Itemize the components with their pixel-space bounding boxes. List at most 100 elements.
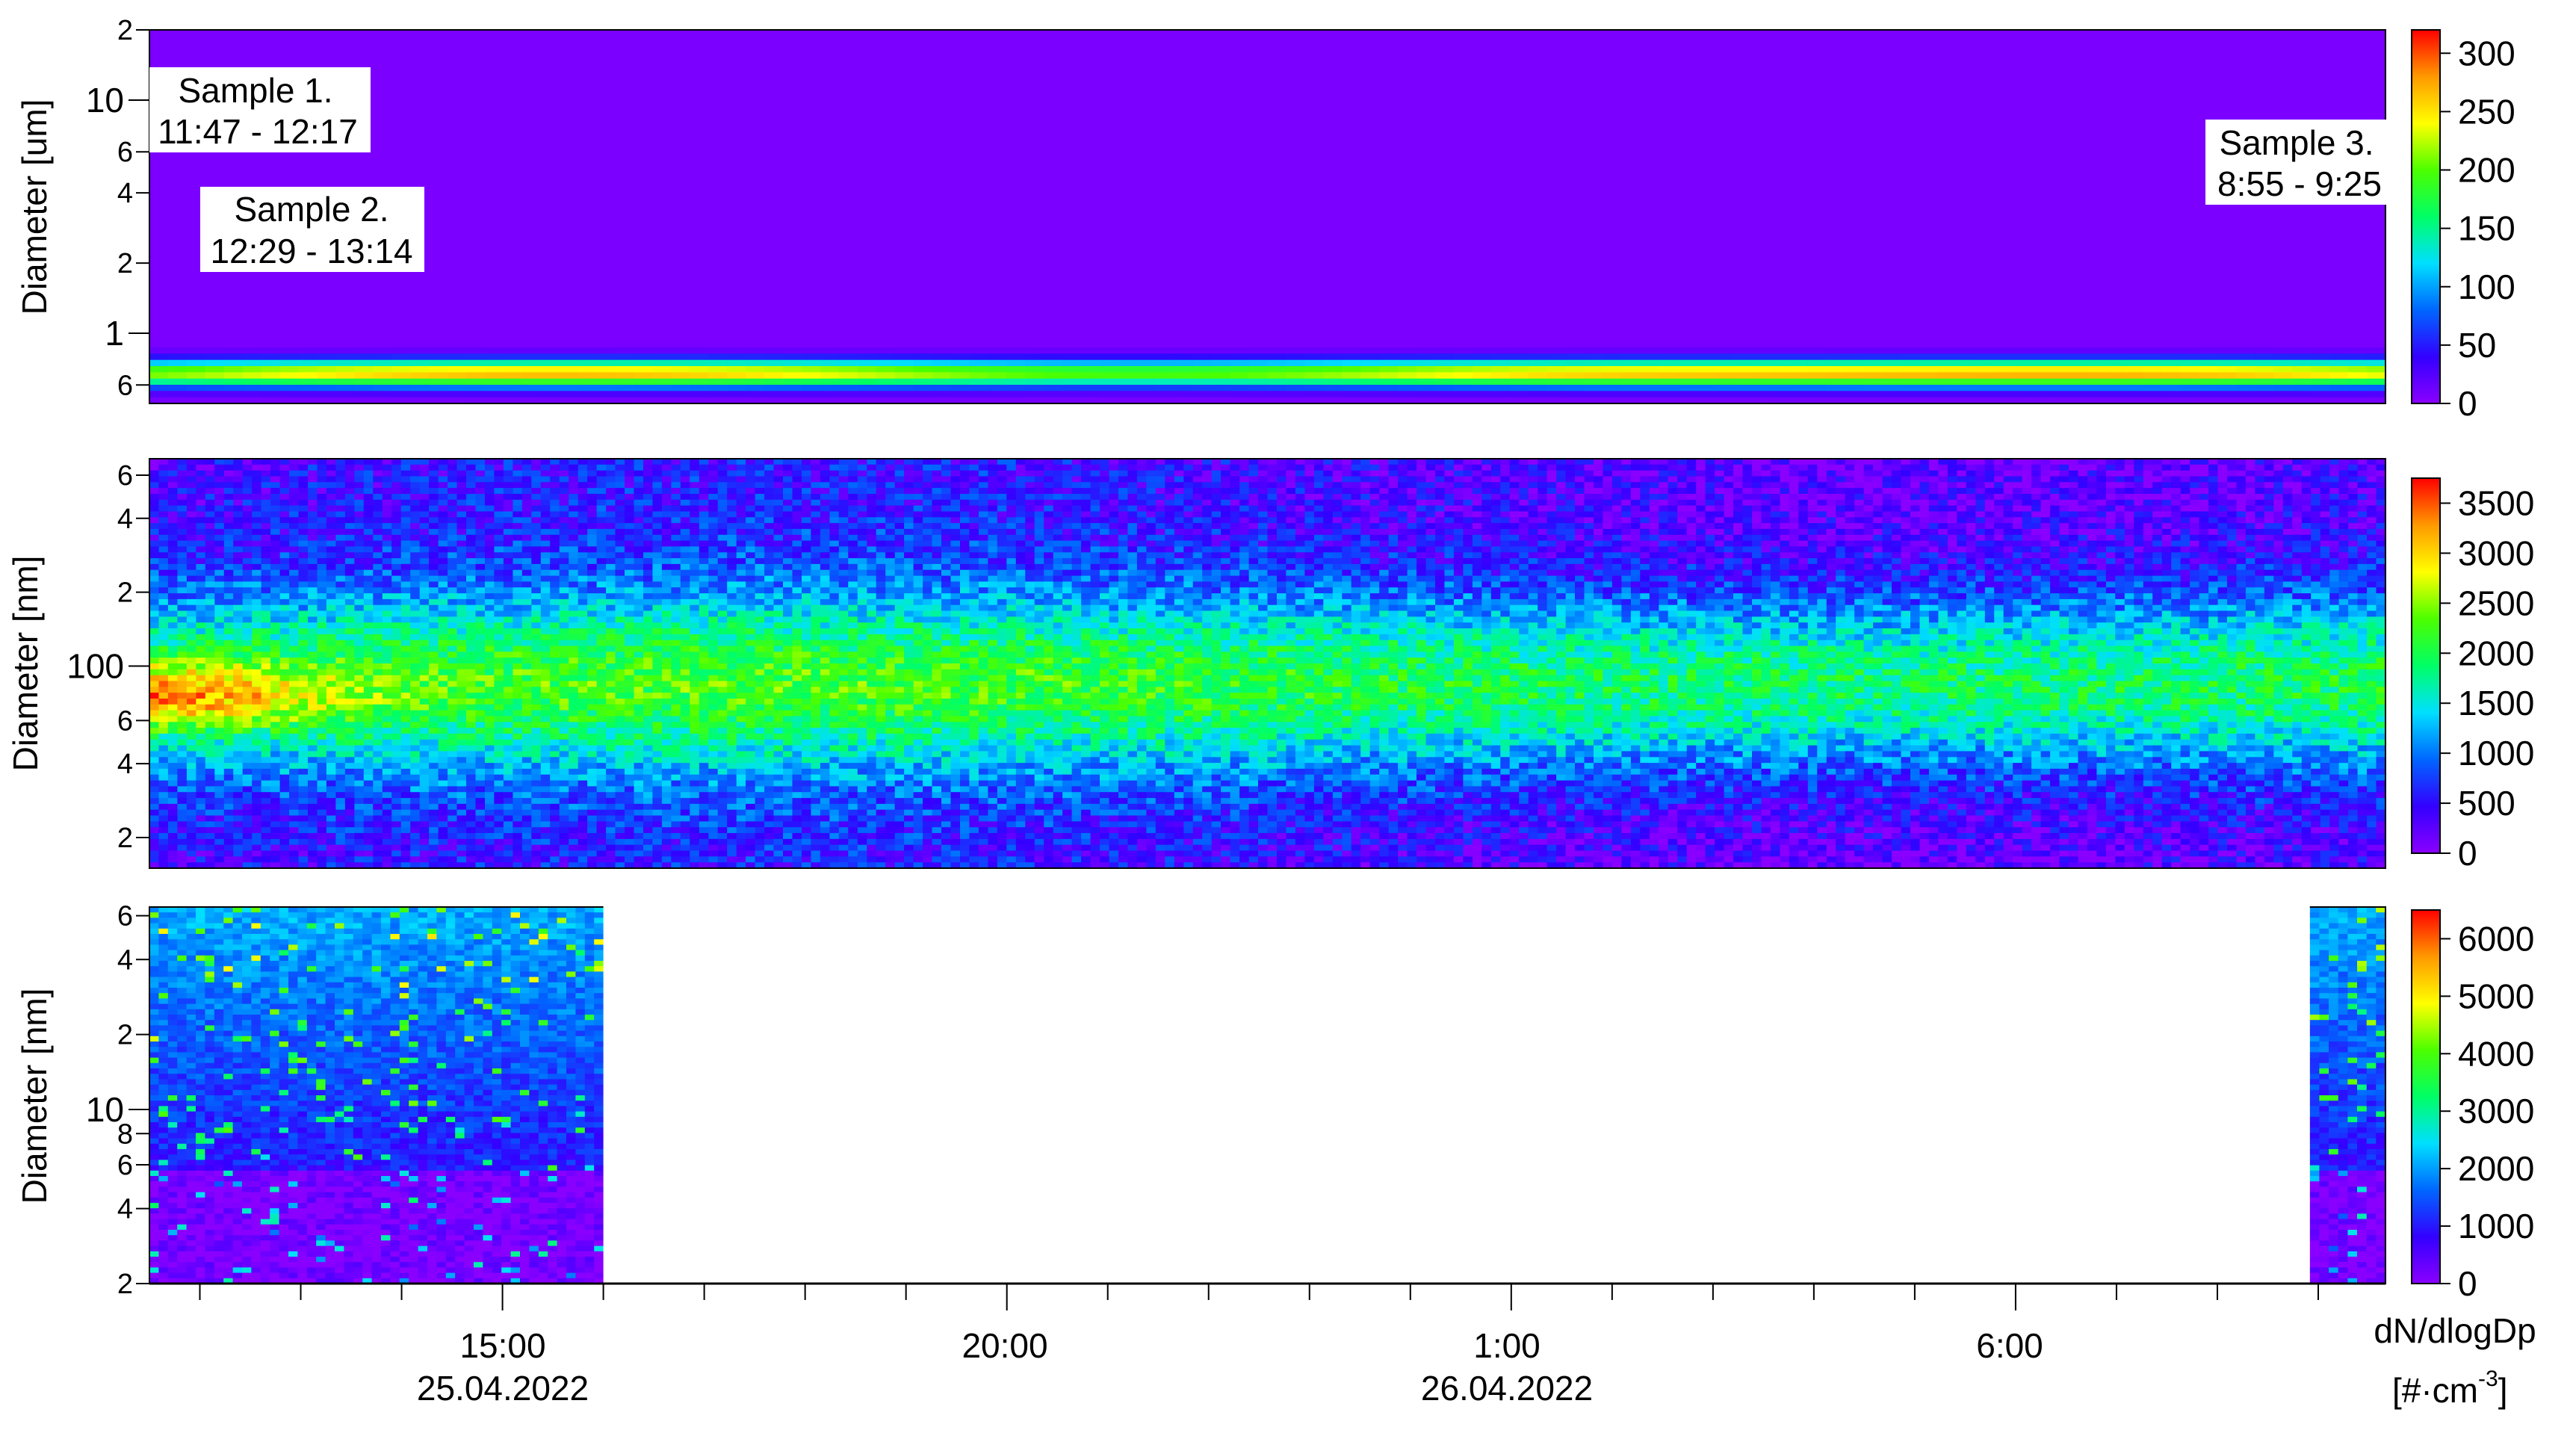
heatmap-cell bbox=[634, 266, 653, 273]
heatmap-cell bbox=[876, 247, 896, 255]
heatmap-cell bbox=[1528, 123, 1548, 130]
heatmap-cell bbox=[690, 279, 709, 286]
heatmap-cell bbox=[708, 185, 728, 193]
heatmap-cell bbox=[1100, 198, 1119, 205]
heatmap-cell bbox=[988, 204, 1007, 211]
heatmap-cell bbox=[391, 36, 411, 43]
heatmap-cell bbox=[1248, 291, 1269, 298]
heatmap-cell bbox=[1248, 254, 1269, 261]
heatmap-cell bbox=[1081, 391, 1100, 398]
heatmap-cell bbox=[1453, 210, 1473, 217]
heatmap-cell bbox=[1659, 241, 1678, 249]
heatmap-cell bbox=[1211, 254, 1231, 261]
heatmap-cell bbox=[1509, 273, 1529, 279]
heatmap-cell bbox=[279, 55, 300, 62]
heatmap-cell bbox=[1081, 378, 1100, 386]
heatmap-cell bbox=[1417, 67, 1436, 74]
heatmap-cell bbox=[1621, 266, 1641, 273]
heatmap-cell bbox=[1304, 167, 1324, 174]
heatmap-cell bbox=[1136, 117, 1157, 124]
heatmap-cell bbox=[1398, 86, 1417, 93]
heatmap-cell bbox=[727, 329, 746, 335]
heatmap-cell bbox=[448, 123, 467, 130]
heatmap-cell bbox=[1286, 36, 1305, 43]
heatmap-cell bbox=[1304, 61, 1324, 68]
heatmap-cell bbox=[1286, 397, 1305, 404]
heatmap-cell bbox=[988, 129, 1007, 137]
heatmap-cell bbox=[1286, 359, 1305, 367]
heatmap-cell bbox=[988, 98, 1007, 105]
heatmap-cell bbox=[1136, 92, 1157, 99]
heatmap-cell bbox=[634, 353, 653, 361]
heatmap-cell bbox=[186, 241, 206, 249]
heatmap-cell bbox=[876, 55, 896, 62]
heatmap-cell bbox=[894, 185, 914, 193]
heatmap-cell bbox=[894, 79, 914, 87]
heatmap-cell bbox=[1603, 235, 1622, 242]
heatmap-cell bbox=[1360, 161, 1380, 167]
heatmap-cell bbox=[950, 247, 970, 255]
heatmap-cell bbox=[746, 161, 765, 167]
heatmap-cell bbox=[652, 161, 672, 167]
heatmap-cell bbox=[932, 185, 951, 193]
heatmap-cell bbox=[1509, 335, 1529, 342]
heatmap-cell bbox=[876, 303, 896, 311]
heatmap-cell bbox=[1659, 359, 1678, 367]
heatmap-cell bbox=[746, 217, 765, 223]
heatmap-cell bbox=[820, 129, 840, 137]
heatmap-cell bbox=[783, 322, 802, 329]
heatmap-cell bbox=[559, 36, 579, 43]
heatmap-cell bbox=[1286, 303, 1305, 311]
heatmap-cell bbox=[1659, 329, 1678, 335]
heatmap-cell bbox=[1360, 49, 1380, 55]
heatmap-cell bbox=[1659, 79, 1678, 87]
heatmap-cell bbox=[690, 378, 709, 386]
heatmap-cell bbox=[1417, 297, 1436, 305]
heatmap-cell bbox=[429, 223, 448, 230]
heatmap-cell bbox=[391, 111, 411, 118]
heatmap-cell bbox=[671, 372, 690, 380]
heatmap-cell bbox=[521, 273, 542, 279]
heatmap-cell bbox=[596, 378, 616, 386]
heatmap-cell bbox=[410, 167, 430, 174]
heatmap-cell bbox=[1677, 266, 1697, 273]
heatmap-cell bbox=[708, 347, 728, 354]
heatmap-cell bbox=[1360, 55, 1380, 62]
heatmap-cell bbox=[485, 247, 504, 255]
heatmap-cell bbox=[1472, 273, 1492, 279]
heatmap-cell bbox=[1248, 229, 1269, 236]
heatmap-cell bbox=[1435, 67, 1455, 74]
heatmap-cell bbox=[521, 148, 542, 155]
heatmap-cell bbox=[1174, 198, 1194, 205]
heatmap-cell bbox=[1565, 55, 1585, 62]
heatmap-cell bbox=[596, 30, 616, 37]
heatmap-cell bbox=[894, 285, 914, 292]
heatmap-cell bbox=[596, 229, 616, 236]
heatmap-cell bbox=[1062, 223, 1082, 230]
heatmap-cell bbox=[783, 142, 802, 149]
heatmap-cell bbox=[1528, 86, 1548, 93]
heatmap-cell bbox=[186, 179, 206, 186]
heatmap-cell bbox=[783, 67, 802, 74]
heatmap-cell bbox=[1528, 185, 1548, 193]
heatmap-cell bbox=[1211, 161, 1231, 167]
heatmap-cell bbox=[410, 67, 430, 74]
heatmap-cell bbox=[578, 335, 598, 342]
heatmap-cell bbox=[1248, 154, 1269, 161]
heatmap-cell bbox=[615, 123, 634, 130]
heatmap-cell bbox=[1323, 191, 1343, 199]
heatmap-cell bbox=[1528, 129, 1548, 137]
heatmap-cell bbox=[615, 161, 634, 167]
heatmap-cell bbox=[1062, 49, 1082, 55]
heatmap-cell bbox=[838, 235, 858, 242]
heatmap-cell bbox=[1417, 49, 1436, 55]
heatmap-cell bbox=[1565, 217, 1585, 223]
heatmap-cell bbox=[1640, 217, 1659, 223]
heatmap-cell bbox=[1155, 279, 1175, 286]
heatmap-cell bbox=[1081, 247, 1100, 255]
heatmap-cell bbox=[1174, 397, 1194, 404]
heatmap-cell bbox=[820, 353, 840, 361]
heatmap-cell bbox=[764, 123, 784, 130]
heatmap-cell bbox=[503, 98, 523, 105]
heatmap-cell bbox=[876, 173, 896, 180]
